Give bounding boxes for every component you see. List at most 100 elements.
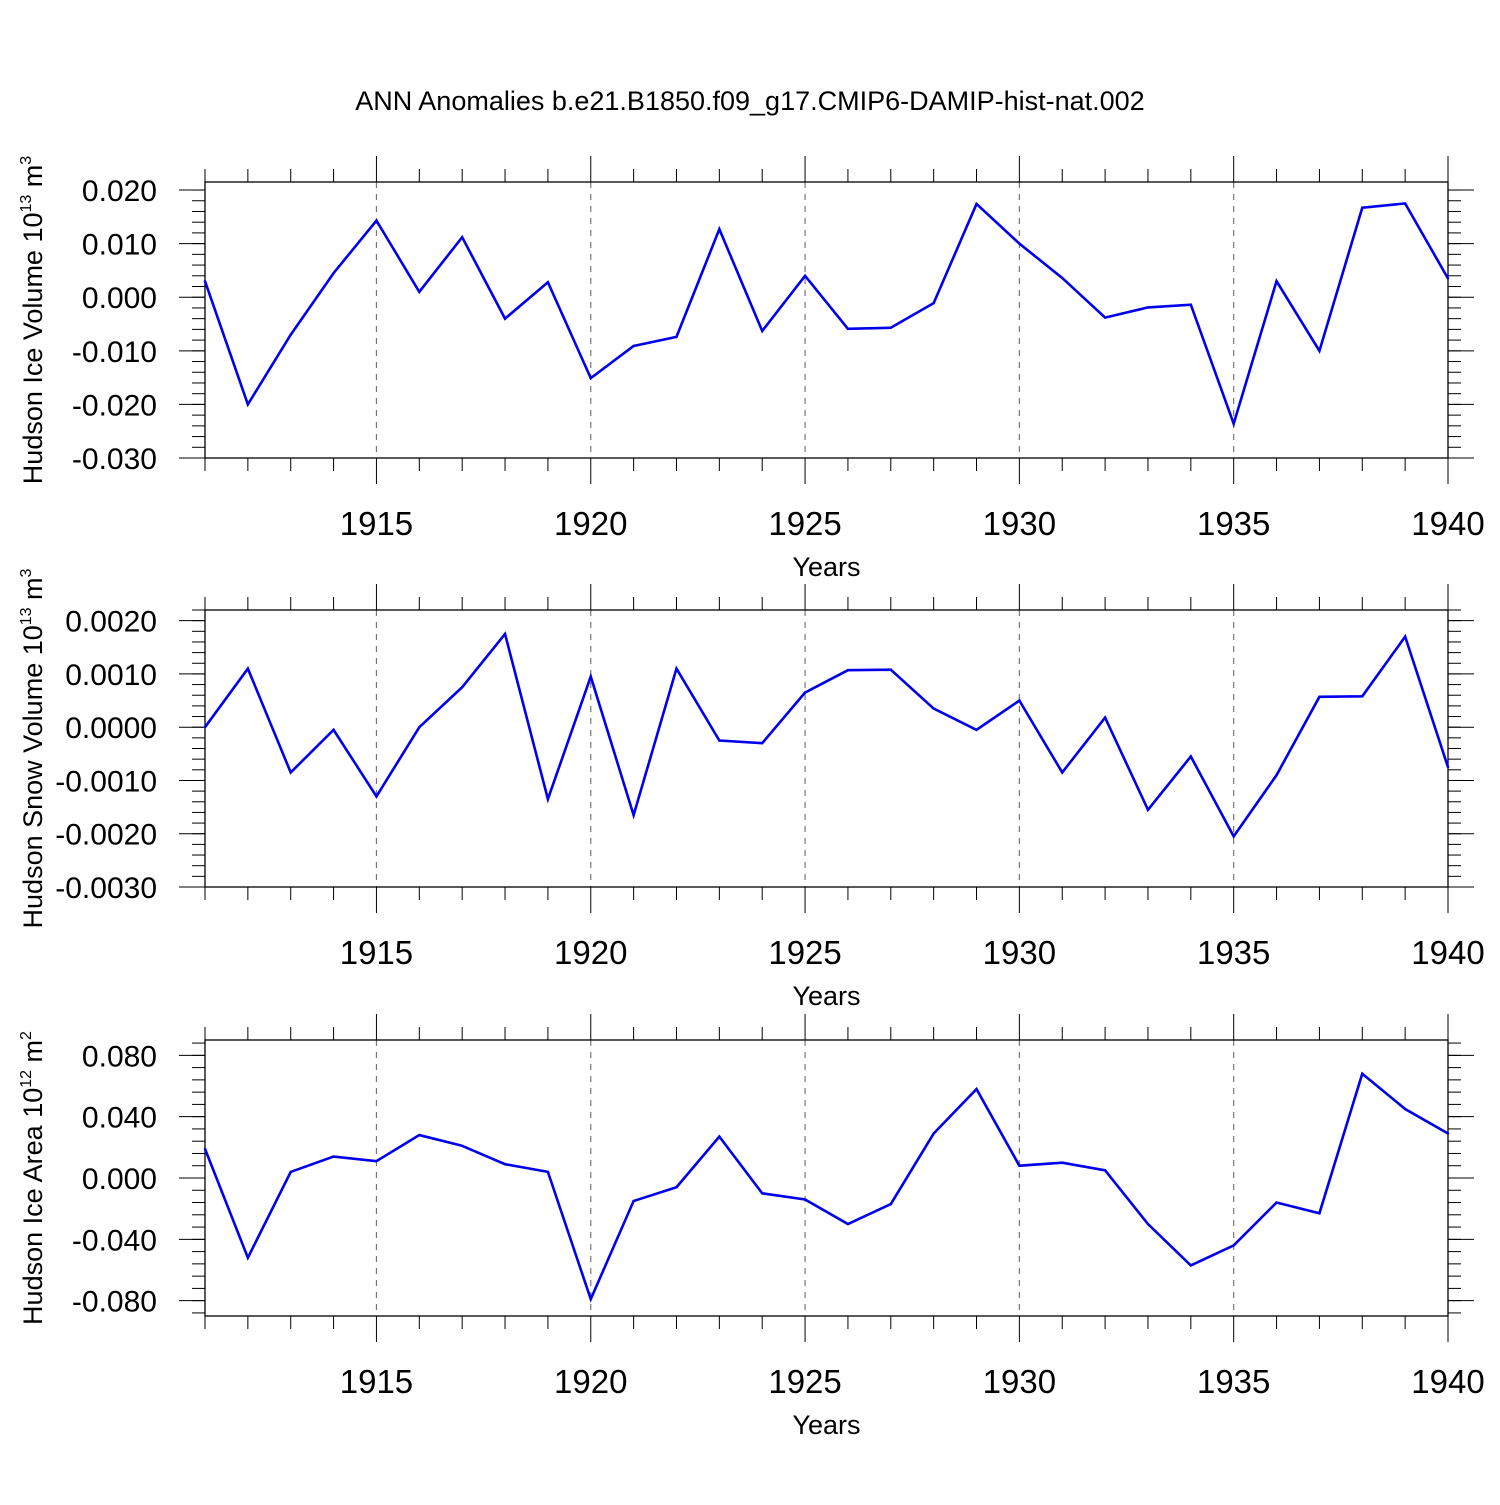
data-point [1403,1107,1407,1111]
y-tick-label: -0.0030 [55,872,157,905]
plot-frame [204,609,1449,888]
panel-ice-volume: 1915 1920 1925 1930 1935 1940 Years 0.020 0.010 0… [18,156,1485,582]
panel-snow-volume: 1915 1920 1925 1930 1935 1940 Years 0.0020 0.001… [18,568,1485,1011]
x-tick-label: 1920 [554,934,627,971]
data-point [246,403,250,406]
x-tick-label: 1925 [768,934,841,971]
data-point [1232,1244,1235,1247]
data-point [1318,349,1321,353]
data-point [889,1202,892,1206]
x-tick-label: 1915 [340,1363,413,1400]
y-tick-label: 0.020 [82,175,157,208]
data-point [1018,1164,1021,1167]
y-tick-label: 0.000 [82,282,157,315]
data-point [1189,1264,1193,1267]
y-tick-label: -0.020 [72,389,157,422]
data-point [589,1297,592,1301]
data-point [803,1198,807,1201]
x-tick-label: 1940 [1411,505,1484,542]
data-point [332,271,335,275]
x-tick-label: 1935 [1197,1363,1270,1400]
data-point [418,1133,421,1137]
x-tick-label: 1925 [768,505,841,542]
data-point [761,1192,764,1195]
data-point [332,728,335,732]
data-point [460,236,464,239]
data-point [675,335,678,339]
data-point [1446,277,1450,280]
data-point [203,279,207,283]
data-point [1361,206,1364,209]
data-point [289,771,292,774]
x-tick-label: 1940 [1411,934,1484,971]
y-axis-label: Hudson Ice Volume 1013 m3 [18,156,48,484]
data-point [1446,1132,1450,1135]
data-point [1318,1212,1321,1215]
data-point [375,795,378,798]
data-point [503,632,507,636]
data-point [418,290,421,294]
data-point [1232,422,1235,425]
data-point [803,274,807,277]
y-tick-label: 0.080 [82,1040,157,1073]
data-point [1275,1201,1278,1204]
x-tick-label: 1935 [1197,505,1270,542]
data-point [675,667,678,670]
x-tick-label: 1920 [554,505,627,542]
data-point [718,227,721,231]
y-axis-label: Hudson Snow Volume 1013 m3 [18,568,48,928]
data-point [546,281,550,284]
x-tick-label: 1915 [340,505,413,542]
data-point [1103,316,1107,319]
data-point [1275,773,1278,777]
data-point [889,326,892,329]
data-point [632,813,635,817]
data-point [589,376,592,380]
data-point [203,1147,207,1151]
data-point [1318,695,1321,699]
y-tick-label: 0.0020 [65,606,157,639]
data-point [975,728,978,732]
data-point [203,725,207,729]
series-line [203,631,1450,839]
data-point [503,317,507,320]
y-tick-label: -0.0020 [55,819,157,852]
data-point [546,797,550,801]
plot-frame [204,181,1449,459]
data-point [1103,1169,1107,1172]
series-line [203,1071,1449,1303]
data-point [803,691,807,694]
x-tick-label: 1925 [768,1363,841,1400]
data-point [1018,699,1021,702]
y-axis-label: Hudson Ice Area 1012 m2 [18,1031,48,1325]
data-point [632,344,635,348]
data-point [289,1170,292,1174]
data-point [1361,695,1364,698]
x-tick-label: 1930 [983,934,1056,971]
data-point [1061,771,1064,774]
data-point [932,1132,935,1135]
data-point [460,686,464,689]
data-point [546,1170,550,1174]
data-point [1146,306,1150,309]
y-tick-label: 0.0010 [65,659,157,692]
data-point [1232,835,1235,838]
data-point [675,1186,678,1189]
x-tick-label: 1940 [1411,1363,1484,1400]
x-tick-label: 1935 [1197,934,1270,971]
y-tick-label: 0.040 [82,1102,157,1135]
data-point [975,1087,978,1091]
y-tick-label: -0.030 [72,443,157,476]
data-point [375,1159,378,1163]
data-point [632,1199,635,1203]
plot-frame [204,1039,1449,1317]
data-point [846,668,850,672]
data-point [1361,1072,1364,1075]
y-tick-label: -0.0010 [55,765,157,798]
y-tick-label: -0.040 [72,1224,157,1257]
x-axis-label: Years [792,552,860,582]
data-point [932,301,935,305]
data-point [889,668,892,671]
data-point [1146,1222,1150,1226]
data-point [846,327,850,331]
